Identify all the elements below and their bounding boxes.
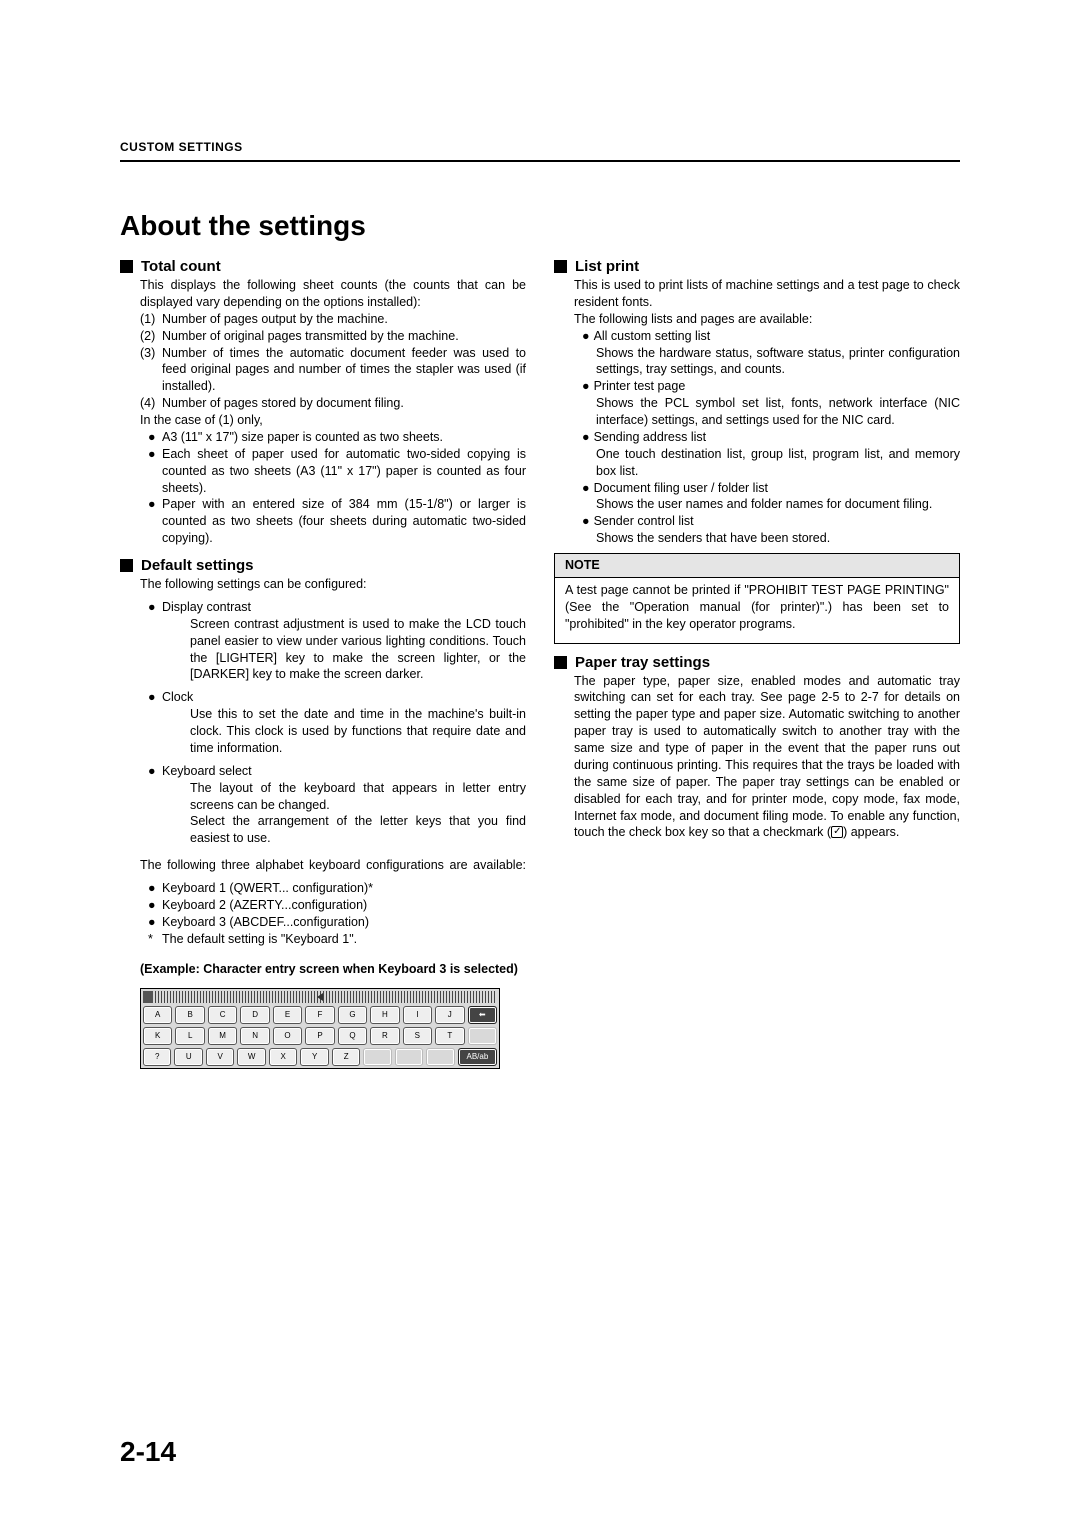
left-column: Total count This displays the following … <box>120 256 526 1069</box>
key <box>395 1048 423 1066</box>
total-count-subintro: In the case of (1) only, <box>140 412 526 429</box>
key: H <box>370 1006 399 1024</box>
key: C <box>208 1006 237 1024</box>
checkmark-icon <box>831 826 843 838</box>
key: B <box>175 1006 204 1024</box>
list-item: ●A3 (11" x 17") size paper is counted as… <box>148 429 526 446</box>
list-item: ●Paper with an entered size of 384 mm (1… <box>148 496 526 547</box>
list-item: (3)Number of times the automatic documen… <box>140 345 526 396</box>
keyboard-row: A B C D E F G H I J ⬅ <box>143 1006 497 1024</box>
header-rule <box>120 160 960 162</box>
list-item: Sending address listOne touch destinatio… <box>596 429 960 480</box>
square-bullet-icon <box>554 260 567 273</box>
list-item: Printer test pageShows the PCL symbol se… <box>596 378 960 429</box>
key: Y <box>300 1048 328 1066</box>
default-settings-intro: The following settings can be configured… <box>140 576 526 593</box>
item-desc: Screen contrast adjustment is used to ma… <box>190 616 526 684</box>
key <box>363 1048 391 1066</box>
example-label: (Example: Character entry screen when Ke… <box>140 962 526 976</box>
square-bullet-icon <box>554 656 567 669</box>
square-bullet-icon <box>120 260 133 273</box>
list-print-intro: This is used to print lists of machine s… <box>574 277 960 311</box>
key <box>468 1027 497 1045</box>
key: W <box>237 1048 265 1066</box>
total-count-bullets: ●A3 (11" x 17") size paper is counted as… <box>148 429 526 547</box>
key: Q <box>338 1027 367 1045</box>
list-item: ●Display contrast <box>148 599 526 616</box>
keyboard-intro: The following three alphabet keyboard co… <box>140 857 526 874</box>
list-item: ●Keyboard 1 (QWERT... configuration)* <box>148 880 526 897</box>
list-item: All custom setting listShows the hardwar… <box>596 328 960 379</box>
keyboard-title-bar <box>143 991 497 1003</box>
paper-tray-body: The paper type, paper size, enabled mode… <box>574 673 960 842</box>
list-item: (2)Number of original pages transmitted … <box>140 328 526 345</box>
key: P <box>305 1027 334 1045</box>
note-text: A test page cannot be printed if "PROHIB… <box>565 583 949 631</box>
key: L <box>175 1027 204 1045</box>
list-item: Sender control listShows the senders tha… <box>596 513 960 547</box>
list-print-items: All custom setting listShows the hardwar… <box>582 328 960 547</box>
key: D <box>240 1006 269 1024</box>
key: X <box>269 1048 297 1066</box>
key: A <box>143 1006 172 1024</box>
total-count-numbered-list: (1)Number of pages output by the machine… <box>140 311 526 412</box>
keyboard-row: ? U V W X Y Z AB/ab <box>143 1048 497 1066</box>
list-item: ●Clock <box>148 689 526 706</box>
keyboard-row: K L M N O P Q R S T <box>143 1027 497 1045</box>
total-count-intro: This displays the following sheet counts… <box>140 277 526 311</box>
key: U <box>174 1048 202 1066</box>
case-toggle-key: AB/ab <box>458 1048 497 1066</box>
default-settings-title: Default settings <box>141 557 254 574</box>
square-bullet-icon <box>120 559 133 572</box>
paper-tray-heading: Paper tray settings <box>554 654 960 671</box>
section-header: CUSTOM SETTINGS <box>120 140 960 154</box>
paper-tray-title: Paper tray settings <box>575 654 710 671</box>
list-item: (1)Number of pages output by the machine… <box>140 311 526 328</box>
key <box>426 1048 454 1066</box>
two-column-layout: Total count This displays the following … <box>120 256 960 1069</box>
list-item: ●Keyboard select <box>148 763 526 780</box>
item-desc: The layout of the keyboard that appears … <box>190 780 526 848</box>
keyboard-illustration: A B C D E F G H I J ⬅ K L M N O <box>140 988 500 1069</box>
key: T <box>435 1027 464 1045</box>
note-label: NOTE <box>555 554 959 578</box>
key: J <box>435 1006 464 1024</box>
key: F <box>305 1006 334 1024</box>
key: I <box>403 1006 432 1024</box>
default-settings-heading: Default settings <box>120 557 526 574</box>
list-print-title: List print <box>575 258 639 275</box>
key: M <box>208 1027 237 1045</box>
manual-page: CUSTOM SETTINGS About the settings Total… <box>0 0 1080 1528</box>
page-number: 2-14 <box>120 1436 176 1468</box>
key: E <box>273 1006 302 1024</box>
list-print-heading: List print <box>554 258 960 275</box>
right-column: List print This is used to print lists o… <box>554 256 960 1069</box>
list-item: ●Keyboard 2 (AZERTY...configuration) <box>148 897 526 914</box>
key: Z <box>332 1048 360 1066</box>
key: V <box>206 1048 234 1066</box>
list-item: ●Keyboard 3 (ABCDEF...configuration) <box>148 914 526 931</box>
key: ? <box>143 1048 171 1066</box>
total-count-title: Total count <box>141 258 221 275</box>
key: O <box>273 1027 302 1045</box>
key: R <box>370 1027 399 1045</box>
list-item: ●Each sheet of paper used for automatic … <box>148 446 526 497</box>
note-box: NOTE A test page cannot be printed if "P… <box>554 553 960 644</box>
total-count-heading: Total count <box>120 258 526 275</box>
list-item: Document filing user / folder listShows … <box>596 480 960 514</box>
key: N <box>240 1027 269 1045</box>
default-settings-items: ●Display contrast Screen contrast adjust… <box>148 599 526 847</box>
item-desc: Use this to set the date and time in the… <box>190 706 526 757</box>
list-print-intro2: The following lists and pages are availa… <box>574 311 960 328</box>
keyboard-footnote: *The default setting is "Keyboard 1". <box>148 931 526 948</box>
key: G <box>338 1006 367 1024</box>
key: K <box>143 1027 172 1045</box>
list-item: (4)Number of pages stored by document fi… <box>140 395 526 412</box>
backspace-key: ⬅ <box>468 1006 497 1024</box>
page-title: About the settings <box>120 210 960 242</box>
keyboard-options: ●Keyboard 1 (QWERT... configuration)* ●K… <box>148 880 526 931</box>
key: S <box>403 1027 432 1045</box>
